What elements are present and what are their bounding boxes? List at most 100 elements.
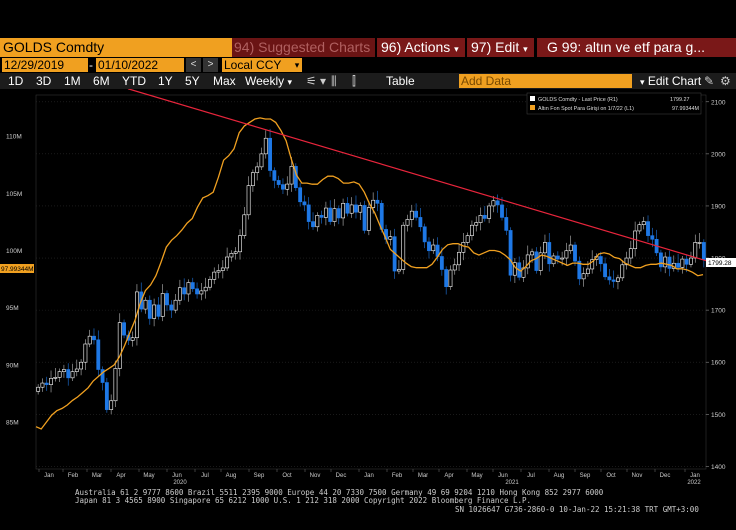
gold-candles (36, 128, 706, 415)
candle (306, 197, 311, 230)
candle (680, 255, 685, 274)
candle-body (87, 335, 92, 345)
candle (354, 195, 358, 219)
candle (79, 359, 84, 376)
candle (53, 367, 58, 382)
ticker-field[interactable]: GOLDS Comdty (0, 38, 232, 57)
left-last-label: 97.99344M (1, 266, 34, 273)
candle (255, 162, 260, 181)
start-date-input[interactable]: 12/29/2019 (2, 58, 88, 72)
range-6m[interactable]: 6M (93, 74, 110, 88)
range-1m[interactable]: 1M (64, 74, 81, 88)
month-label: Mar (418, 473, 428, 479)
candle (508, 227, 513, 282)
candle-body (169, 304, 174, 311)
range-3d[interactable]: 3D (36, 74, 52, 88)
candle (293, 163, 298, 191)
candle (263, 130, 268, 159)
range-5y[interactable]: 5Y (185, 74, 200, 88)
range-ytd[interactable]: YTD (122, 74, 146, 88)
candle (66, 363, 71, 386)
range-1y[interactable]: 1Y (158, 74, 173, 88)
candle-body (49, 378, 53, 385)
candle (328, 200, 333, 225)
candle (199, 283, 204, 301)
candle-body (491, 200, 496, 207)
candle-body (508, 230, 513, 276)
candle-body (375, 199, 380, 204)
edit-menu[interactable]: 97) Edit ▾ (467, 38, 534, 57)
add-data-input[interactable]: Add Data (459, 74, 632, 88)
line-chart-icon[interactable]: ⚟ (306, 74, 317, 88)
candle-body (388, 236, 393, 240)
candle (216, 264, 221, 279)
candle (637, 221, 642, 235)
pencil-icon[interactable]: ✎ (704, 74, 715, 88)
candle-chart-icon[interactable]: ⫿ (352, 74, 356, 88)
candle-body (470, 224, 474, 236)
month-label: Feb (392, 473, 403, 479)
candle (143, 297, 148, 314)
candle-body (100, 369, 105, 383)
candle (345, 197, 350, 217)
candle-body (697, 242, 702, 244)
candle-body (276, 180, 281, 185)
month-label: Jun (498, 473, 508, 479)
date-bar (0, 57, 736, 73)
candle (457, 244, 461, 272)
chart-type-caret-icon[interactable]: ▾ (320, 74, 327, 88)
candle (650, 227, 655, 248)
candle (147, 295, 152, 325)
candle-body (70, 371, 75, 379)
legend-etf-value: 97.99344M (672, 106, 699, 112)
candle (152, 298, 157, 327)
candle-body (199, 290, 204, 295)
end-date-input[interactable]: 01/10/2022 (96, 58, 184, 72)
suggested-charts-button[interactable]: 94) Suggested Charts (232, 38, 375, 57)
frequency-select[interactable]: Weekly ▾ (245, 73, 292, 89)
edit-chart-button[interactable]: ▾ Edit Chart (640, 73, 701, 90)
table-button[interactable]: Table (386, 74, 415, 88)
gear-icon[interactable]: ⚙ (720, 74, 731, 88)
candle-body (418, 217, 423, 228)
bar-chart-icon[interactable]: ⫼ (331, 74, 337, 88)
candle-body (689, 257, 693, 265)
candle-body (190, 282, 195, 290)
candle (276, 175, 281, 188)
candle (388, 230, 393, 246)
left-tick-label: 110M (6, 134, 22, 141)
candle (289, 156, 294, 192)
candle (444, 266, 449, 295)
next-period-button[interactable]: > (203, 58, 218, 72)
candle (349, 197, 354, 218)
candle-body (397, 269, 401, 272)
candle-body (362, 205, 367, 231)
prev-period-button[interactable]: < (186, 58, 201, 72)
month-label: Mar (92, 473, 102, 479)
candle (603, 257, 607, 280)
currency-select[interactable]: Local CCY (222, 58, 292, 72)
candle-body (354, 204, 358, 213)
candle (547, 233, 552, 272)
candle-body (298, 187, 303, 203)
month-label: Jun (172, 473, 182, 479)
range-max[interactable]: Max (213, 74, 236, 88)
candle (173, 293, 178, 314)
candle (281, 178, 285, 194)
candle (452, 258, 457, 275)
range-1d[interactable]: 1D (8, 74, 24, 88)
frequency-label: Weekly (245, 74, 285, 88)
actions-menu[interactable]: 96) Actions ▾ (377, 38, 465, 57)
currency-dropdown-icon[interactable]: ▾ (292, 58, 302, 72)
candle-body (452, 264, 457, 271)
candle-body (349, 204, 354, 214)
candle (113, 360, 118, 408)
candle-body (680, 258, 685, 268)
edit-chart-label: Edit Chart (647, 74, 702, 88)
candle (62, 364, 66, 378)
candle (212, 267, 217, 285)
month-label: May (471, 473, 482, 479)
candle (87, 329, 92, 348)
candle-body (220, 267, 225, 271)
month-label: Jan (690, 473, 700, 479)
